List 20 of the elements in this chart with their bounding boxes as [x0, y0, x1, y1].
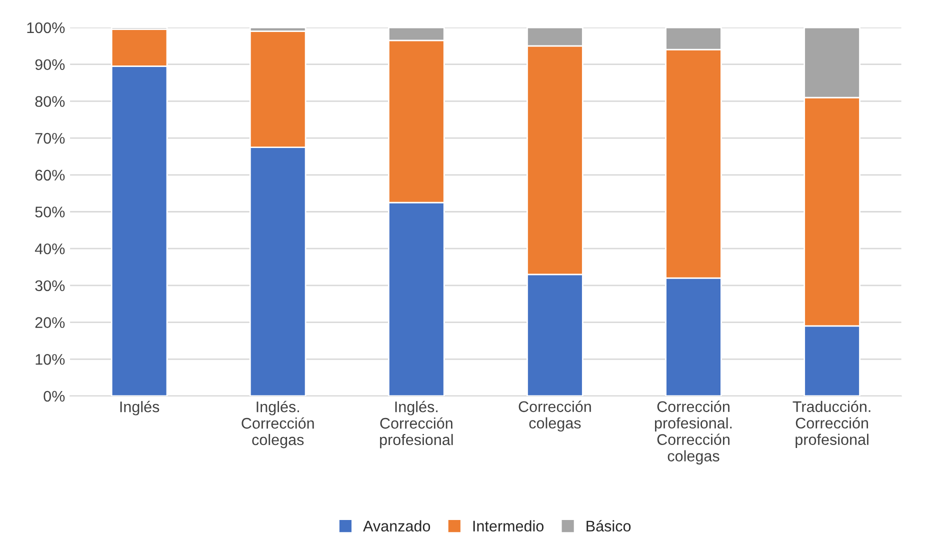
x-tick-label: Inglés. Corrección colegas: [242, 400, 314, 448]
y-tick-label: 30%: [35, 280, 65, 292]
y-tick-label: 80%: [35, 96, 65, 107]
legend-label: Avanzado: [363, 520, 430, 532]
y-tick-label: 0%: [44, 390, 65, 402]
x-tick-label: Corrección colegas: [518, 400, 591, 432]
legend-label: Básico: [586, 520, 631, 532]
x-tick-label: Inglés. Corrección profesional: [380, 400, 453, 448]
x-tick-label: Corrección profesional. Corrección colegas: [654, 400, 732, 464]
y-tick-label: 70%: [35, 132, 65, 144]
y-tick-label: 20%: [35, 317, 65, 328]
legend-label: Intermedio: [473, 520, 544, 532]
y-tick-label: 60%: [35, 170, 65, 181]
y-tick-label: 50%: [35, 206, 65, 218]
y-tick-label: 90%: [35, 59, 65, 70]
x-tick-label: Inglés: [120, 400, 160, 416]
y-tick-label: 100%: [27, 22, 65, 34]
y-tick-label: 10%: [36, 354, 65, 365]
x-tick-label: Traducción. Corrección profesional: [792, 400, 870, 448]
y-tick-label: 40%: [34, 243, 65, 254]
